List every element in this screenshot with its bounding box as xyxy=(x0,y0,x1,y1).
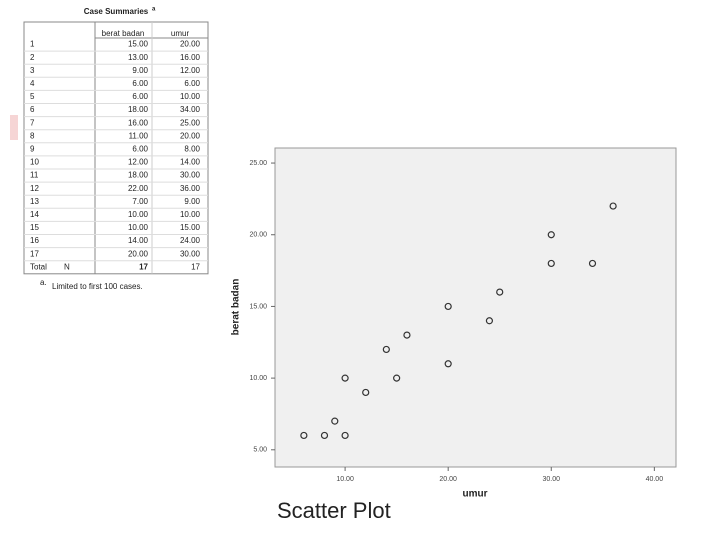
plot-area xyxy=(274,147,677,468)
y-tick-label: 10.00 xyxy=(249,375,267,382)
cell: 10.00 xyxy=(180,92,201,101)
case-number: 5 xyxy=(30,92,35,101)
cell: 30.00 xyxy=(180,249,201,258)
cell: 9.00 xyxy=(132,66,148,75)
footnote: Limited to first 100 cases. xyxy=(52,282,143,291)
cell: 36.00 xyxy=(180,184,201,193)
caption: Scatter Plot xyxy=(277,498,391,523)
point xyxy=(341,374,349,382)
y-axis-label: berat badan xyxy=(231,279,242,336)
point xyxy=(300,431,308,440)
column-header: berat badan xyxy=(102,29,145,38)
cell: 8.00 xyxy=(184,144,200,153)
y-tick-label: 15.00 xyxy=(249,303,267,310)
cell: 14.00 xyxy=(128,236,149,245)
cell: 16.00 xyxy=(180,53,201,62)
x-tick-label: 10.00 xyxy=(336,476,354,483)
point xyxy=(609,202,617,210)
case-number: 6 xyxy=(30,105,35,114)
cell: 12.00 xyxy=(180,66,201,75)
case-number: 3 xyxy=(30,66,35,75)
x-tick-label: 30.00 xyxy=(543,476,561,483)
case-number: 2 xyxy=(30,53,35,62)
point xyxy=(444,360,452,368)
cell: 7.00 xyxy=(132,197,148,206)
cell: 34.00 xyxy=(180,105,201,114)
cell: 10.00 xyxy=(180,210,201,219)
case-number: 8 xyxy=(30,131,35,140)
y-tick-label: 25.00 xyxy=(249,160,267,167)
cell: 13.00 xyxy=(128,53,149,62)
x-axis-label: umur xyxy=(463,489,488,500)
point xyxy=(362,388,370,397)
cell: 6.00 xyxy=(132,79,148,88)
y-tick-label: 5.00 xyxy=(253,447,267,454)
case-number: 14 xyxy=(30,210,39,219)
cell: 10.00 xyxy=(128,210,149,219)
cell: 20.00 xyxy=(180,131,201,140)
cell: 6.00 xyxy=(132,144,148,153)
x-tick-label: 20.00 xyxy=(439,476,457,483)
case-number: 7 xyxy=(30,118,35,127)
point xyxy=(588,259,597,268)
decoration xyxy=(10,115,18,140)
case-number: 4 xyxy=(30,79,35,88)
point xyxy=(547,231,555,239)
cell: 18.00 xyxy=(128,105,149,114)
point xyxy=(393,374,401,382)
cell: 16.00 xyxy=(128,118,149,127)
title-note: a xyxy=(152,7,156,13)
cell: 11.00 xyxy=(129,131,149,140)
case-number: 16 xyxy=(30,236,39,245)
case-number: 9 xyxy=(30,144,35,153)
total-label: Total xyxy=(30,262,47,271)
point xyxy=(444,302,452,311)
cell: 18.00 xyxy=(128,171,149,180)
cell: 22.00 xyxy=(128,184,149,193)
x-tick-label: 40.00 xyxy=(646,476,664,483)
cell: 24.00 xyxy=(180,236,201,245)
table-frame xyxy=(23,21,209,275)
cell: 9.00 xyxy=(184,197,200,206)
cell: 15.00 xyxy=(180,223,201,232)
case-number: 17 xyxy=(30,249,39,258)
total-cell: 17 xyxy=(139,262,148,271)
cell: 14.00 xyxy=(180,158,201,167)
y-tick-label: 20.00 xyxy=(249,232,267,239)
case-number: 1 xyxy=(30,40,35,49)
case-number: 11 xyxy=(30,171,39,180)
cell: 20.00 xyxy=(128,249,149,258)
point xyxy=(403,331,411,339)
total-cell: 17 xyxy=(191,262,200,271)
cell: 6.00 xyxy=(132,92,148,101)
point xyxy=(382,345,390,354)
cell: 25.00 xyxy=(180,118,201,127)
total-stat: N xyxy=(64,262,70,271)
cell: 10.00 xyxy=(128,223,149,232)
case-number: 15 xyxy=(30,223,39,232)
cell: 20.00 xyxy=(180,40,201,49)
table-title: Case Summaries xyxy=(84,7,149,16)
case-number: 10 xyxy=(30,158,39,167)
footnote-marker: a. xyxy=(40,278,47,287)
point xyxy=(485,317,494,325)
point xyxy=(341,431,349,440)
cell: 30.00 xyxy=(180,171,201,180)
point xyxy=(547,259,555,268)
point xyxy=(496,288,504,296)
point xyxy=(331,417,339,425)
cell: 12.00 xyxy=(128,158,149,167)
case-number: 12 xyxy=(30,184,39,193)
column-header: umur xyxy=(171,29,190,38)
case-number: 13 xyxy=(30,197,39,206)
cell: 15.00 xyxy=(128,40,149,49)
point xyxy=(320,431,329,440)
cell: 6.00 xyxy=(184,79,200,88)
